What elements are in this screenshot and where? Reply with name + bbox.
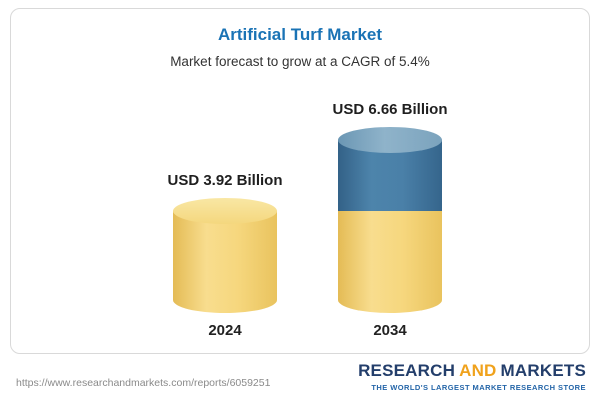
bar-2024-category-label: 2024: [208, 322, 242, 339]
bar-2034: USD 6.66 Billion 2034: [332, 101, 447, 339]
chart-card: Artificial Turf Market Market forecast t…: [10, 8, 590, 354]
source-url: https://www.researchandmarkets.com/repor…: [16, 377, 271, 389]
bar-2024: USD 3.92 Billion 2024: [167, 172, 282, 339]
chart-title: Artificial Turf Market: [217, 25, 383, 44]
logo-wordmark: RESEARCH AND MARKETS: [358, 361, 586, 381]
bar-2034-base-segment: [338, 211, 442, 313]
bar-2024-value-label: USD 3.92 Billion: [167, 172, 283, 189]
logo-tagline: THE WORLD'S LARGEST MARKET RESEARCH STOR…: [371, 382, 586, 392]
bar-2024-cylinder: [173, 198, 277, 313]
bar-2024-top-ellipse: [173, 198, 277, 224]
bar-2024-body: [173, 211, 277, 313]
bar-2034-value-label: USD 6.66 Billion: [332, 101, 448, 118]
chart-subtitle: Market forecast to grow at a CAGR of 5.4…: [170, 54, 430, 69]
logo-word-markets: MARKETS: [500, 361, 586, 381]
bar-2034-cylinder: [338, 127, 442, 313]
logo-word-research: RESEARCH: [358, 361, 456, 381]
bar-2034-category-label: 2034: [373, 322, 407, 339]
research-and-markets-logo: RESEARCH AND MARKETS THE WORLD'S LARGEST M…: [358, 361, 586, 392]
footer: https://www.researchandmarkets.com/repor…: [16, 361, 586, 392]
bar-2034-top-ellipse: [338, 127, 442, 153]
logo-word-and: AND: [459, 361, 497, 381]
bar-chart: USD 3.92 Billion 2024 USD 6.66 Billion 2…: [11, 87, 589, 339]
